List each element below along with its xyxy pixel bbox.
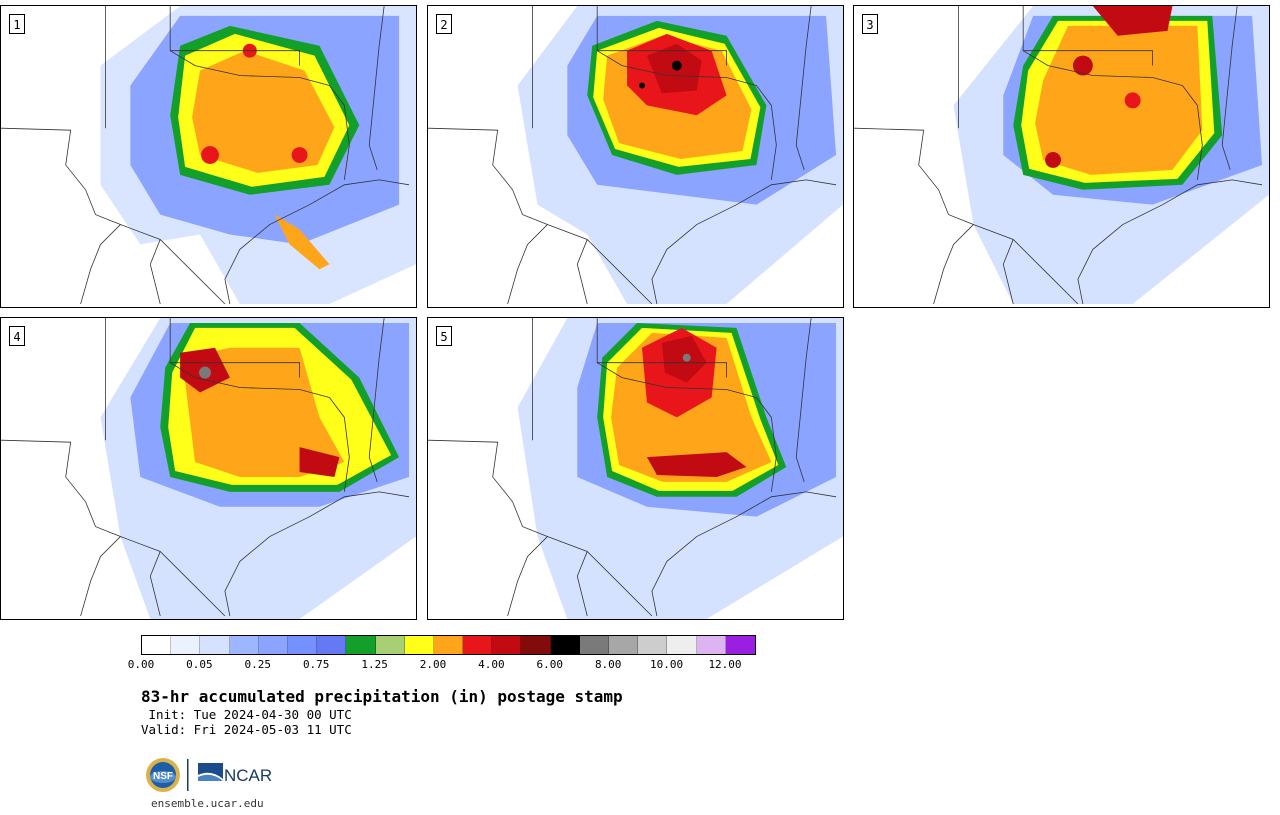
- panel-number-label: 4: [9, 326, 25, 346]
- panel-number-label: 1: [9, 14, 25, 34]
- colorbar-swatch: [229, 636, 259, 654]
- colorbar-swatch: [287, 636, 318, 654]
- colorbar-swatch: [638, 636, 668, 654]
- panel-number-label: 3: [862, 14, 878, 34]
- colorbar-tick-label: 0.05: [186, 658, 213, 671]
- colorbar-tick-labels: 0.00 0.05 0.25 0.75 1.25 2.00 4.00 6.00 8.00 10.0…: [128, 658, 756, 672]
- colorbar-swatch: [463, 636, 493, 654]
- colorbar-swatch: [609, 636, 639, 654]
- sponsor-logos: NSF NCAR: [145, 757, 275, 793]
- colorbar-swatch: [317, 636, 347, 654]
- colorbar-tick-label: 0.75: [302, 658, 330, 671]
- colorbar-swatch: [375, 636, 405, 654]
- source-url: ensemble.ucar.edu: [151, 797, 264, 810]
- colorbar-tick-label: 12.00: [708, 658, 742, 671]
- colorbar-swatch: [404, 636, 434, 654]
- panel-number-label: 5: [436, 326, 452, 346]
- colorbar-swatch: [492, 636, 522, 654]
- colorbar-tick-label: 0.00: [127, 658, 155, 671]
- colorbar-tick-label: 4.00: [478, 658, 505, 671]
- ensemble-member-panel-1: 1: [0, 5, 417, 308]
- precipitation-map-5: [428, 318, 843, 619]
- precipitation-map-1: [1, 6, 416, 307]
- precipitation-colorbar: [141, 635, 756, 655]
- colorbar-swatch: [579, 636, 609, 654]
- ensemble-member-panel-3: 3: [853, 5, 1270, 308]
- ncar-logo-icon: NCAR: [198, 763, 272, 785]
- svg-text:NCAR: NCAR: [224, 766, 272, 785]
- colorbar-swatch: [433, 636, 464, 654]
- colorbar-tick-label: 1.25: [361, 658, 388, 671]
- colorbar-swatch: [142, 636, 172, 654]
- colorbar-swatch: [696, 636, 726, 654]
- colorbar-swatch: [200, 636, 230, 654]
- ensemble-member-panel-2: 2: [427, 5, 844, 308]
- figure-title: 83-hr accumulated precipitation (in) pos…: [141, 687, 623, 706]
- svg-text:NSF: NSF: [153, 771, 173, 782]
- colorbar-swatch: [725, 636, 755, 654]
- colorbar-tick-label: 2.00: [419, 658, 447, 671]
- init-time: Init: Tue 2024-04-30 00 UTC: [141, 707, 352, 722]
- colorbar-swatch: [258, 636, 288, 654]
- precipitation-map-2: [428, 6, 843, 307]
- colorbar-tick-label: 8.00: [594, 658, 622, 671]
- precipitation-map-4: [1, 318, 416, 619]
- colorbar-swatch: [521, 636, 551, 654]
- nsf-logo-icon: NSF: [146, 758, 180, 792]
- colorbar-swatch: [667, 636, 697, 654]
- ensemble-member-panel-4: 4: [0, 317, 417, 620]
- precipitation-map-3: [854, 6, 1269, 307]
- colorbar-tick-label: 10.00: [650, 658, 684, 671]
- panel-number-label: 2: [436, 14, 452, 34]
- colorbar-swatch: [550, 636, 580, 654]
- colorbar-tick-label: 0.25: [244, 658, 272, 671]
- valid-time: Valid: Fri 2024-05-03 11 UTC: [141, 722, 352, 737]
- colorbar-swatch: [171, 636, 201, 654]
- colorbar-swatch: [346, 636, 376, 654]
- ensemble-member-panel-5: 5: [427, 317, 844, 620]
- colorbar-tick-label: 6.00: [536, 658, 564, 671]
